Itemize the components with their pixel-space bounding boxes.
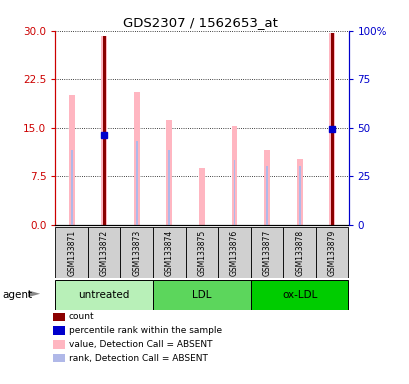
Text: untreated: untreated (79, 290, 130, 300)
Bar (250, 227, 283, 278)
Text: GDS2307 / 1562653_at: GDS2307 / 1562653_at (123, 16, 278, 29)
Bar (231, 126, 237, 225)
Bar (250, 280, 348, 310)
Bar (166, 120, 172, 225)
Text: GSM133879: GSM133879 (327, 230, 336, 276)
Text: GSM133877: GSM133877 (262, 230, 271, 276)
Text: GSM133874: GSM133874 (164, 230, 173, 276)
Bar (153, 227, 185, 278)
Bar (296, 159, 302, 225)
Bar (168, 150, 170, 225)
Bar (328, 33, 334, 225)
Text: rank, Detection Call = ABSENT: rank, Detection Call = ABSENT (69, 354, 207, 363)
Bar (198, 168, 204, 225)
Bar (330, 33, 333, 225)
Bar (218, 227, 250, 278)
Text: GSM133873: GSM133873 (132, 230, 141, 276)
Bar (102, 36, 106, 225)
Bar (55, 227, 88, 278)
Bar (315, 227, 348, 278)
Bar (153, 280, 250, 310)
Bar (70, 150, 72, 225)
Text: GSM133878: GSM133878 (294, 230, 303, 276)
Text: GSM133872: GSM133872 (99, 230, 108, 276)
Bar (101, 36, 107, 225)
Bar (88, 227, 120, 278)
Text: GSM133876: GSM133876 (229, 230, 238, 276)
Bar (135, 141, 137, 225)
Text: GSM133871: GSM133871 (67, 230, 76, 276)
Bar (265, 167, 267, 225)
Text: value, Detection Call = ABSENT: value, Detection Call = ABSENT (69, 340, 212, 349)
Bar (133, 92, 139, 225)
Bar (55, 280, 153, 310)
Bar (185, 227, 218, 278)
Bar (298, 167, 300, 225)
Bar (263, 150, 270, 225)
Text: percentile rank within the sample: percentile rank within the sample (69, 326, 221, 335)
Bar (283, 227, 315, 278)
Text: ox-LDL: ox-LDL (281, 290, 317, 300)
Text: LDL: LDL (192, 290, 211, 300)
Polygon shape (28, 290, 40, 297)
Bar (120, 227, 153, 278)
Text: agent: agent (2, 290, 32, 300)
Bar (69, 95, 74, 225)
Text: GSM133875: GSM133875 (197, 230, 206, 276)
Text: count: count (69, 312, 94, 321)
Bar (233, 160, 235, 225)
